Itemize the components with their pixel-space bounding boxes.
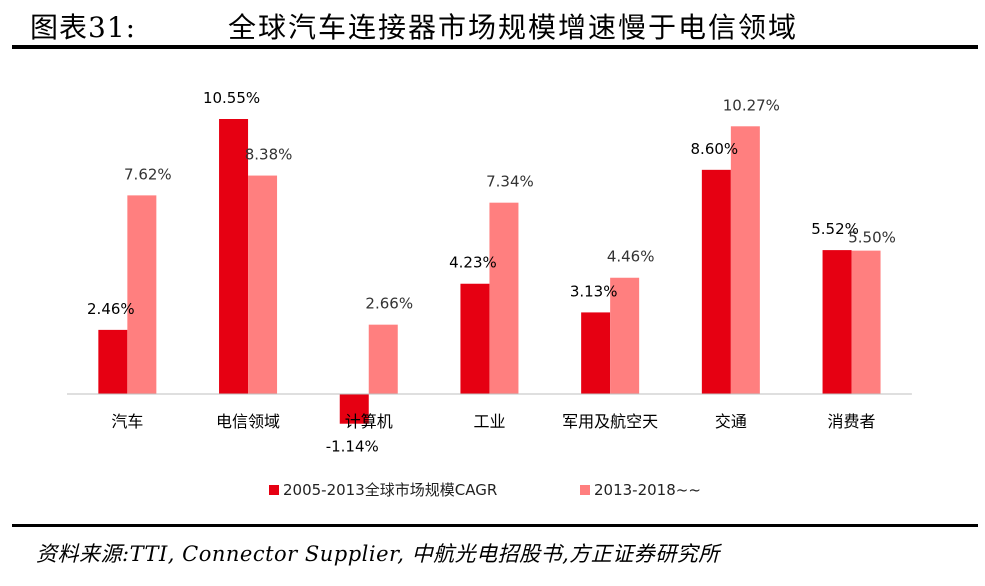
category-label: 工业 [473,412,505,431]
bar-cagr-2005-2013-2 [339,394,369,424]
bar-2013-2018-3 [489,202,519,394]
bar-cagr-2005-2013-1 [219,119,249,394]
category-label: 汽车 [111,412,143,431]
bar-cagr-2005-2013-5 [701,169,731,394]
bar-cagr-2005-2013-3 [460,283,490,394]
bar-chart: 2.46% 7.62% 10.55% 8.38% -1.14% 2.66% 4.23% 7.3… [67,89,912,499]
chart-title: 全球汽车连接器市场规模增速慢于电信领域 [228,11,799,44]
legend-swatch-2013-2018 [580,485,590,495]
bar-2013-2018-5 [730,126,760,394]
bar-cagr-2005-2013-6 [822,250,852,394]
category-label: 军用及航空天 [562,412,658,431]
value-label-cagr-2005-2013: 4.23% [449,254,497,272]
category-label: 交通 [715,412,747,431]
source-note: 资料来源:TTI, Connector Supplier, 中航光电招股书,方正… [36,542,720,566]
figure-header: 图表31: 全球汽车连接器市场规模增速慢于电信领域 [0,0,985,44]
bar-2013-2018-6 [851,250,881,394]
value-label-cagr-2005-2013: 5.52% [811,220,859,238]
bars-group [98,119,881,424]
legend-label-2013-2018: 2013-2018~~ [594,481,701,499]
bottom-rule [12,524,978,527]
value-labels-group: 2.46% 7.62% 10.55% 8.38% -1.14% 2.66% 4.23% 7.3… [87,89,896,456]
category-label: 电信领域 [216,412,280,431]
legend-label-cagr-2005-2013: 2005-2013全球市场规模CAGR [283,481,497,499]
value-label-2013-2018: 5.50% [848,229,896,247]
value-label-2013-2018: 4.46% [607,248,655,266]
value-label-cagr-2005-2013: 10.55% [203,89,260,107]
bar-2013-2018-2 [368,324,398,394]
value-label-cagr-2005-2013: 3.13% [570,282,618,300]
value-label-cagr-2005-2013: 8.60% [691,140,739,158]
legend: 2005-2013全球市场规模CAGR 2013-2018~~ [269,481,701,499]
bar-cagr-2005-2013-4 [581,312,611,394]
value-label-cagr-2005-2013: 2.46% [87,300,135,318]
value-label-2013-2018: 7.34% [486,173,534,191]
bar-2013-2018-0 [127,195,157,394]
bar-2013-2018-4 [610,277,640,394]
value-label-2013-2018: 10.27% [723,96,780,114]
value-label-2013-2018: 7.62% [124,165,172,183]
bar-cagr-2005-2013-0 [98,329,128,394]
figure-label: 图表31: [30,11,137,44]
value-label-2013-2018: 8.38% [245,146,293,164]
legend-swatch-cagr-2005-2013 [269,485,279,495]
value-label-cagr-2005-2013: -1.14% [326,438,379,456]
value-label-2013-2018: 2.66% [365,295,413,313]
bar-2013-2018-1 [248,175,278,394]
category-labels-group: 汽车 电信领域 计算机 工业 军用及航空天 交通 消费者 [111,412,875,431]
top-rule [12,45,978,49]
category-label: 计算机 [345,412,393,431]
category-label: 消费者 [828,412,876,431]
